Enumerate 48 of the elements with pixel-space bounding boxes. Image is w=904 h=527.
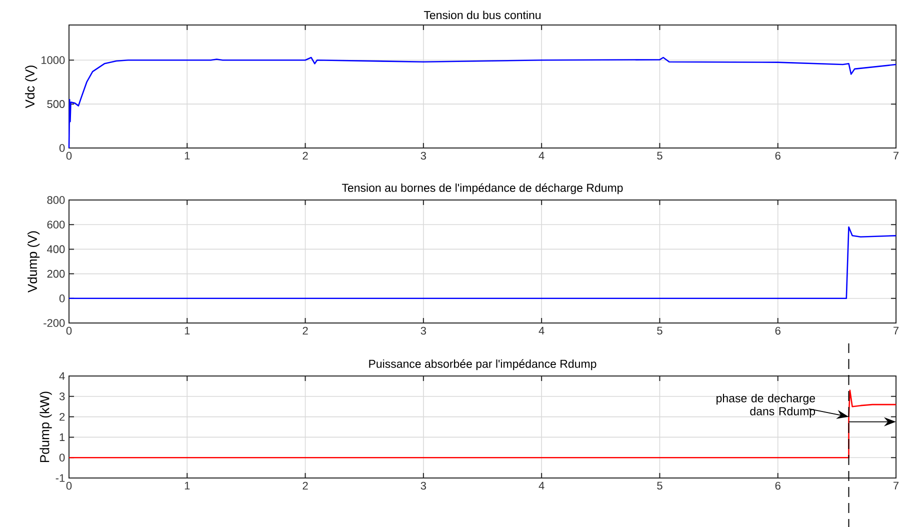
x-tick-label: 7	[894, 152, 899, 160]
x-tick-label: 6	[775, 326, 780, 335]
x-tick-label: 0	[66, 326, 72, 335]
x-tick-label: 2	[302, 482, 308, 490]
x-tick-label: 4	[538, 152, 544, 160]
y-tick-label: 1000	[42, 56, 65, 64]
y-tick-label: 0	[59, 294, 65, 302]
y-axis-title: Vdump (V)	[27, 231, 40, 292]
x-tick-label: 2	[302, 152, 308, 160]
line-series	[68, 226, 897, 300]
x-tick-label: 6	[775, 482, 780, 490]
x-tick-label: 1	[184, 326, 190, 334]
x-tick-label: 1	[184, 152, 190, 160]
x-tick-label: 7	[894, 326, 899, 334]
y-tick-label: 600	[47, 220, 65, 228]
chart-title: Tension du bus continu	[424, 10, 541, 20]
y-tick-label: -1	[56, 474, 65, 482]
x-tick-label: 0	[66, 482, 72, 490]
y-tick-label: 200	[47, 270, 65, 278]
y-tick-label: 400	[47, 245, 65, 254]
y-tick-label: 1	[60, 433, 65, 441]
x-tick-label: 0	[66, 152, 72, 160]
y-tick-label: 0	[59, 144, 65, 152]
x-tick-label: 2	[302, 326, 308, 335]
x-tick-label: 3	[420, 152, 426, 160]
x-tick-label: 4	[538, 326, 544, 334]
y-tick-label: 2	[60, 412, 65, 421]
chart-title: Tension au bornes de l'impédance de décharge Rdump	[342, 183, 623, 194]
y-tick-label: 4	[59, 372, 65, 380]
x-tick-label: 6	[775, 152, 780, 160]
y-tick-label: 500	[47, 100, 65, 108]
line-series	[68, 390, 897, 458]
x-tick-label: 3	[420, 326, 426, 335]
x-tick-label: 7	[894, 482, 899, 490]
y-tick-label: 0	[59, 454, 65, 462]
y-tick-label: -200	[44, 319, 65, 327]
annotation: phase de decharge dans Rdump	[716, 394, 816, 418]
x-tick-label: 5	[657, 482, 662, 490]
y-axis-title: Pdump (kW)	[40, 392, 52, 462]
x-tick-label: 4	[538, 482, 544, 490]
y-axis-title: Vdc (V)	[25, 66, 38, 108]
x-tick-label: 1	[184, 482, 190, 490]
y-tick-label: 800	[47, 196, 65, 204]
chart-title: Puissance absorbée par l'impédance Rdump	[369, 359, 596, 370]
x-tick-label: 5	[657, 326, 662, 335]
y-tick-label: 3	[59, 392, 65, 400]
x-tick-label: 5	[657, 152, 662, 160]
x-tick-label: 3	[420, 482, 426, 490]
